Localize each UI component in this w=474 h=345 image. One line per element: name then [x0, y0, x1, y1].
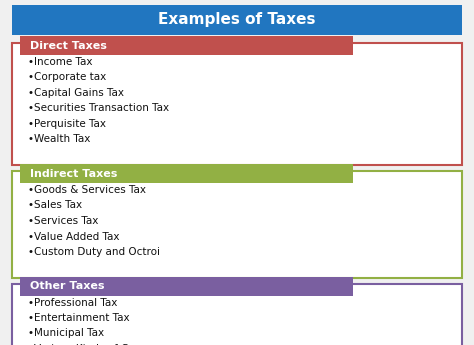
- Text: •Goods & Services Tax: •Goods & Services Tax: [28, 185, 146, 195]
- Text: •Professional Tax: •Professional Tax: [28, 297, 118, 307]
- Text: •Corporate tax: •Corporate tax: [28, 72, 107, 82]
- Text: •Capital Gains Tax: •Capital Gains Tax: [28, 88, 125, 98]
- Text: Examples of Taxes: Examples of Taxes: [158, 12, 316, 28]
- Text: Other Taxes: Other Taxes: [30, 281, 104, 291]
- Text: •Wealth Tax: •Wealth Tax: [28, 135, 91, 145]
- Text: Indirect Taxes: Indirect Taxes: [30, 169, 118, 179]
- Text: •Entertainment Tax: •Entertainment Tax: [28, 313, 130, 323]
- Text: •Value Added Tax: •Value Added Tax: [28, 231, 120, 241]
- Text: •Sales Tax: •Sales Tax: [28, 200, 82, 210]
- Text: •Municipal Tax: •Municipal Tax: [28, 328, 105, 338]
- Text: •Services Tax: •Services Tax: [28, 216, 99, 226]
- Text: •Various Kinds of Cess: •Various Kinds of Cess: [28, 344, 146, 345]
- Text: •Income Tax: •Income Tax: [28, 57, 93, 67]
- Text: •Securities Transaction Tax: •Securities Transaction Tax: [28, 104, 170, 114]
- Text: •Custom Duty and Octroi: •Custom Duty and Octroi: [28, 247, 161, 257]
- Text: •Perquisite Tax: •Perquisite Tax: [28, 119, 107, 129]
- Text: Direct Taxes: Direct Taxes: [30, 41, 107, 51]
